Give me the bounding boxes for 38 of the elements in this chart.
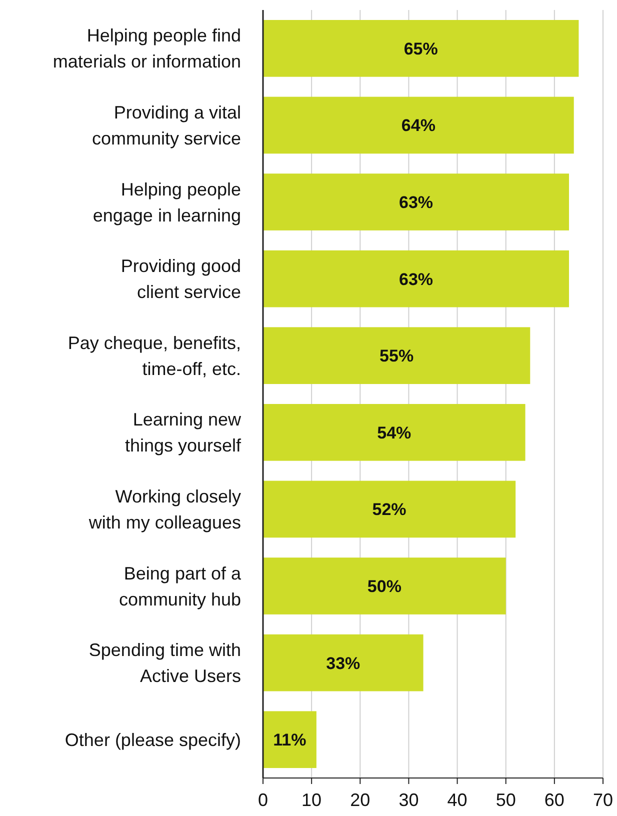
- y-tick-label: Providing good client service: [120, 256, 241, 302]
- data-label: 63%: [398, 192, 434, 212]
- x-tick-label: 50: [496, 790, 516, 810]
- bar: [263, 174, 569, 230]
- x-tick-label: 60: [544, 790, 564, 810]
- x-tick-label: 20: [350, 790, 370, 810]
- y-tick-label: Providing a vital community service: [92, 102, 241, 148]
- data-label: 52%: [372, 500, 406, 520]
- y-tick-label: Learning new things yourself: [124, 410, 242, 456]
- y-tick-label: Working closely with my colleagues: [88, 486, 241, 532]
- data-label: 65%: [404, 39, 438, 58]
- y-tick-label: Other (please specify): [64, 730, 241, 750]
- data-label: 54%: [377, 423, 412, 442]
- data-label: 11%: [273, 730, 306, 750]
- data-label: 64%: [401, 116, 436, 136]
- x-tick-label: 0: [258, 790, 268, 810]
- y-tick-label: Being part of a community hub: [118, 563, 242, 610]
- data-label: 33%: [326, 654, 360, 673]
- y-tick-label: Spending time with Active Users: [88, 640, 241, 686]
- y-tick-label: Pay cheque, benefits, time-off, etc.: [68, 332, 241, 379]
- bar: [263, 480, 516, 538]
- x-tick-label: 30: [398, 790, 419, 810]
- bar: [263, 96, 574, 154]
- bar: [263, 250, 569, 308]
- data-label: 50%: [367, 576, 402, 596]
- bar: [263, 404, 526, 461]
- x-tick-label: 40: [447, 790, 468, 810]
- bar: [263, 634, 424, 692]
- bar: [263, 558, 506, 614]
- bar: [263, 327, 530, 384]
- x-tick-label: 70: [592, 790, 614, 810]
- bar: [263, 711, 316, 768]
- y-tick-label: Helping people engage in learning: [92, 179, 241, 226]
- y-tick-label: Helping people find materials or information: [52, 26, 241, 72]
- bar: [263, 20, 579, 77]
- data-label: 63%: [398, 270, 434, 289]
- x-tick-label: 10: [302, 790, 322, 810]
- data-label: 55%: [380, 346, 414, 366]
